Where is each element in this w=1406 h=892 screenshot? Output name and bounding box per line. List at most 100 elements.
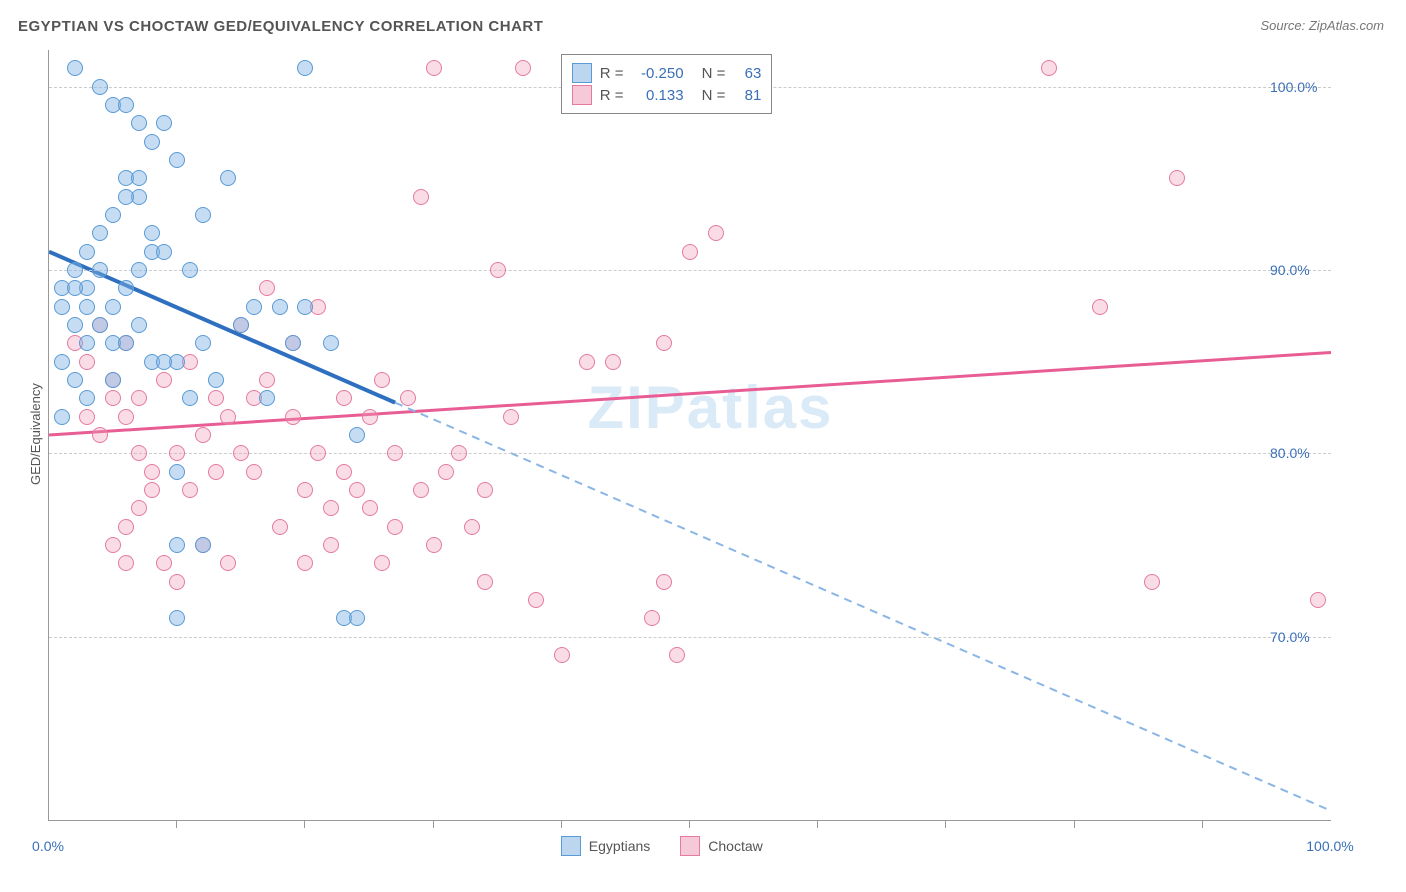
scatter-marker <box>131 317 147 333</box>
r-value: -0.250 <box>632 65 684 82</box>
x-tickmark <box>433 820 434 828</box>
scatter-marker <box>105 372 121 388</box>
scatter-marker <box>477 482 493 498</box>
x-tickmark <box>689 820 690 828</box>
n-value: 63 <box>733 65 761 82</box>
scatter-marker <box>297 555 313 571</box>
scatter-marker <box>413 189 429 205</box>
scatter-marker <box>362 409 378 425</box>
scatter-marker <box>79 244 95 260</box>
plot-area: ZIPatlas <box>48 50 1331 821</box>
scatter-marker <box>220 170 236 186</box>
scatter-marker <box>349 482 365 498</box>
scatter-marker <box>131 500 147 516</box>
stat-row: R =0.133N =81 <box>572 85 762 105</box>
n-value: 81 <box>733 87 761 104</box>
scatter-marker <box>400 390 416 406</box>
y-tick-label: 100.0% <box>1270 79 1317 95</box>
scatter-marker <box>169 610 185 626</box>
x-tickmark <box>561 820 562 828</box>
scatter-marker <box>156 244 172 260</box>
scatter-marker <box>105 207 121 223</box>
scatter-marker <box>118 335 134 351</box>
chart-source: Source: ZipAtlas.com <box>1260 18 1384 33</box>
scatter-marker <box>297 299 313 315</box>
scatter-marker <box>323 500 339 516</box>
scatter-marker <box>259 372 275 388</box>
scatter-marker <box>285 335 301 351</box>
r-label: R = <box>600 87 624 104</box>
scatter-marker <box>208 464 224 480</box>
scatter-marker <box>477 574 493 590</box>
scatter-marker <box>336 464 352 480</box>
scatter-marker <box>67 372 83 388</box>
series-legend: Egyptians Choctaw <box>561 834 763 858</box>
y-tick-label: 90.0% <box>1270 262 1310 278</box>
scatter-marker <box>118 519 134 535</box>
scatter-marker <box>438 464 454 480</box>
scatter-marker <box>131 390 147 406</box>
scatter-marker <box>67 317 83 333</box>
scatter-marker <box>310 445 326 461</box>
scatter-marker <box>169 464 185 480</box>
scatter-marker <box>118 97 134 113</box>
scatter-marker <box>144 482 160 498</box>
scatter-marker <box>118 555 134 571</box>
x-tickmark <box>1202 820 1203 828</box>
scatter-marker <box>156 115 172 131</box>
legend-label: Egyptians <box>589 838 650 854</box>
x-tickmark <box>176 820 177 828</box>
scatter-marker <box>336 390 352 406</box>
scatter-marker <box>503 409 519 425</box>
scatter-marker <box>156 372 172 388</box>
scatter-marker <box>605 354 621 370</box>
scatter-marker <box>285 409 301 425</box>
scatter-marker <box>259 390 275 406</box>
scatter-marker <box>554 647 570 663</box>
x-tickmark <box>1074 820 1075 828</box>
scatter-marker <box>92 225 108 241</box>
scatter-marker <box>387 445 403 461</box>
scatter-marker <box>644 610 660 626</box>
x-tickmark <box>945 820 946 828</box>
scatter-marker <box>259 280 275 296</box>
scatter-marker <box>220 555 236 571</box>
scatter-marker <box>349 427 365 443</box>
scatter-marker <box>67 262 83 278</box>
scatter-marker <box>92 262 108 278</box>
scatter-marker <box>362 500 378 516</box>
scatter-marker <box>144 134 160 150</box>
x-tick-label: 0.0% <box>32 838 64 854</box>
correlation-legend: R =-0.250N =63R =0.133N =81 <box>561 54 773 114</box>
n-label: N = <box>702 87 726 104</box>
x-tickmark <box>817 820 818 828</box>
gridline <box>49 270 1331 271</box>
scatter-marker <box>144 225 160 241</box>
scatter-marker <box>297 482 313 498</box>
scatter-marker <box>182 482 198 498</box>
scatter-marker <box>374 372 390 388</box>
scatter-marker <box>79 390 95 406</box>
gridline <box>49 637 1331 638</box>
n-label: N = <box>702 65 726 82</box>
scatter-marker <box>426 60 442 76</box>
x-tick-label: 100.0% <box>1306 838 1353 854</box>
scatter-marker <box>1169 170 1185 186</box>
legend-item-choctaw: Choctaw <box>680 836 762 856</box>
scatter-marker <box>169 574 185 590</box>
scatter-marker <box>195 427 211 443</box>
swatch-icon <box>680 836 700 856</box>
scatter-marker <box>297 60 313 76</box>
scatter-marker <box>105 390 121 406</box>
scatter-marker <box>67 280 83 296</box>
scatter-marker <box>182 262 198 278</box>
scatter-marker <box>272 299 288 315</box>
scatter-marker <box>413 482 429 498</box>
scatter-marker <box>208 372 224 388</box>
scatter-marker <box>131 262 147 278</box>
scatter-marker <box>208 390 224 406</box>
scatter-marker <box>156 354 172 370</box>
scatter-marker <box>233 317 249 333</box>
trendlines-layer <box>49 50 1331 820</box>
chart-container: EGYPTIAN VS CHOCTAW GED/EQUIVALENCY CORR… <box>0 0 1406 892</box>
